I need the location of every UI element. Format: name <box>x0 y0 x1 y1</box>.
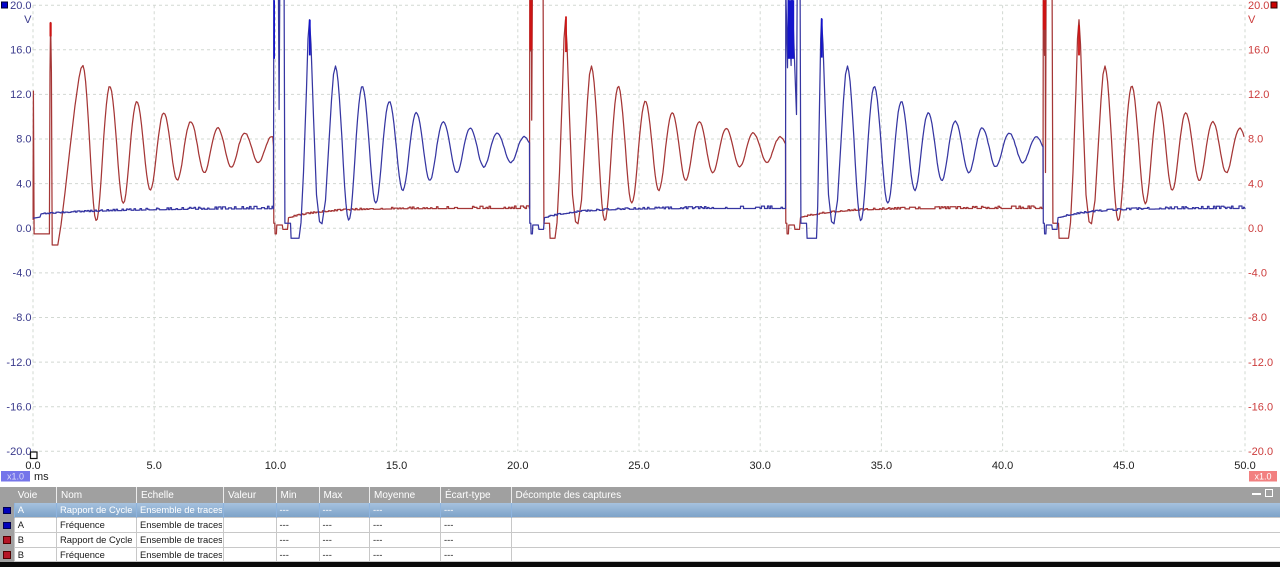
svg-text:5.0: 5.0 <box>147 460 162 472</box>
svg-text:x1.0: x1.0 <box>1254 472 1271 482</box>
svg-text:35.0: 35.0 <box>871 460 892 472</box>
svg-text:12.0: 12.0 <box>1248 89 1269 101</box>
svg-text:V: V <box>24 14 32 26</box>
svg-text:20.0: 20.0 <box>10 0 31 12</box>
svg-text:-20.0: -20.0 <box>1248 446 1273 458</box>
svg-text:16.0: 16.0 <box>1248 45 1269 57</box>
svg-text:45.0: 45.0 <box>1113 460 1134 472</box>
svg-text:10.0: 10.0 <box>265 460 286 472</box>
svg-text:0.0: 0.0 <box>25 460 40 472</box>
svg-text:40.0: 40.0 <box>992 460 1013 472</box>
svg-text:15.0: 15.0 <box>386 460 407 472</box>
svg-text:-12.0: -12.0 <box>6 357 31 369</box>
svg-text:50.0: 50.0 <box>1234 460 1255 472</box>
svg-text:-8.0: -8.0 <box>1248 312 1267 324</box>
svg-text:12.0: 12.0 <box>10 89 31 101</box>
svg-text:8.0: 8.0 <box>1248 134 1263 146</box>
svg-text:0.0: 0.0 <box>16 223 31 235</box>
svg-text:0.0: 0.0 <box>1248 223 1263 235</box>
svg-text:25.0: 25.0 <box>628 460 649 472</box>
svg-text:-12.0: -12.0 <box>1248 357 1273 369</box>
svg-text:x1.0: x1.0 <box>7 472 24 482</box>
svg-text:16.0: 16.0 <box>10 45 31 57</box>
svg-text:30.0: 30.0 <box>749 460 770 472</box>
svg-text:8.0: 8.0 <box>16 134 31 146</box>
svg-text:4.0: 4.0 <box>16 178 31 190</box>
svg-text:ms: ms <box>34 471 49 483</box>
svg-text:-16.0: -16.0 <box>1248 401 1273 413</box>
svg-text:-4.0: -4.0 <box>13 268 32 280</box>
svg-text:20.0: 20.0 <box>507 460 528 472</box>
svg-text:-4.0: -4.0 <box>1248 268 1267 280</box>
svg-text:-20.0: -20.0 <box>6 446 31 458</box>
svg-text:20.0: 20.0 <box>1248 0 1269 12</box>
svg-text:4.0: 4.0 <box>1248 178 1263 190</box>
svg-text:-8.0: -8.0 <box>13 312 32 324</box>
svg-text:V: V <box>1248 14 1256 26</box>
svg-text:-16.0: -16.0 <box>6 401 31 413</box>
